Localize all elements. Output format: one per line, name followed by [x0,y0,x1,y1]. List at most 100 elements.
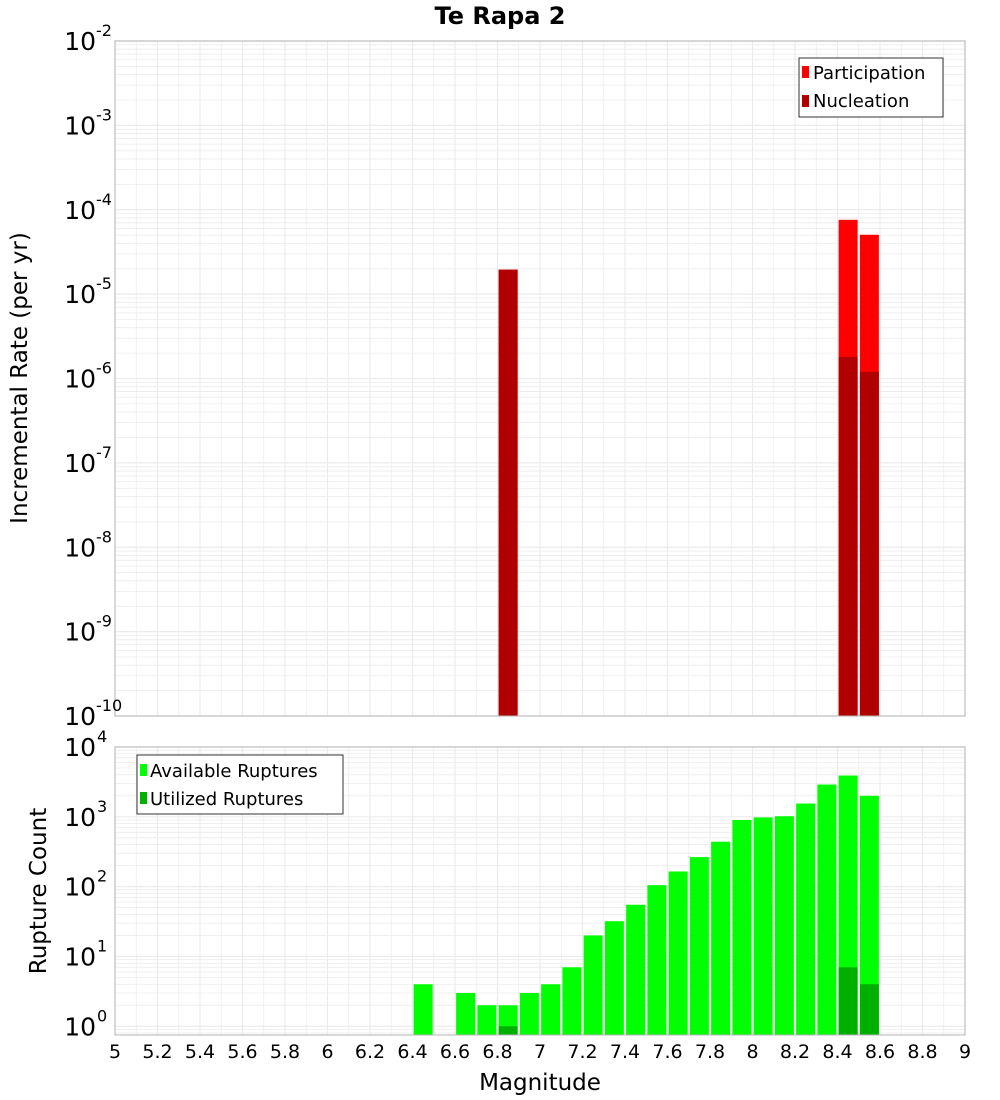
available-bar [647,885,667,1035]
available-bar [711,841,731,1035]
top-y-tick-exponent: -5 [96,274,112,293]
bottom-y-tick-base: 10 [64,873,96,902]
top-y-tick-base: 10 [64,280,96,309]
chart-title: Te Rapa 2 [435,2,566,30]
available-bar [477,1005,497,1035]
top-y-tick-exponent: -4 [96,190,112,209]
bottom-y-tick-exponent: 2 [97,867,107,886]
bottom-y-tick-base: 10 [64,942,96,971]
x-tick-label: 6.6 [440,1041,470,1063]
x-tick-label: 5.4 [185,1041,215,1063]
available-bar [604,921,624,1035]
nucleation-bar [838,356,858,716]
top-y-tick-base: 10 [64,111,96,140]
available-bar [519,992,539,1035]
bottom-y-axis-label: Rupture Count [26,808,52,974]
top-y-tick-exponent: -7 [96,443,112,462]
top-y-tick-exponent: -9 [96,612,112,631]
x-tick-label: 6.4 [397,1041,427,1063]
top-y-tick-base: 10 [64,365,96,394]
participation-legend-label: Participation [813,63,925,84]
available-legend-swatch [140,764,147,776]
nucleation-legend-label: Nucleation [813,91,909,112]
available-bar [774,816,794,1035]
x-tick-label: 7.4 [610,1041,640,1063]
x-tick-label: 5.6 [227,1041,257,1063]
x-tick-label: 6.8 [482,1041,512,1063]
x-tick-label: 7.6 [652,1041,682,1063]
bottom-bars [413,775,879,1035]
top-y-axis-label: Incremental Rate (per yr) [7,232,33,524]
bottom-y-tick-base: 10 [64,1012,96,1041]
bottom-plot-border [114,746,966,1036]
top-y-tick-base: 10 [64,702,96,731]
participation-legend-swatch [802,66,809,78]
top-legend-box [798,57,944,118]
x-tick-label: 7.8 [695,1041,725,1063]
utilized-legend-swatch [140,792,147,804]
available-bar [562,967,582,1035]
top-y-tick-exponent: -6 [96,359,112,378]
utilized-legend-label: Utilized Ruptures [150,789,303,810]
x-tick-label: 7 [534,1041,546,1063]
x-tick-label: 8.2 [780,1041,810,1063]
top-y-tick-exponent: -8 [96,527,112,546]
top-legend: Participation Nucleation [798,57,944,118]
x-tick-label: 5 [109,1041,121,1063]
available-bar [689,857,709,1035]
top-y-tick-base: 10 [64,533,96,562]
top-bars [498,219,879,717]
x-tick-label: 8.8 [907,1041,937,1063]
bottom-y-tick-base: 10 [64,803,96,832]
utilized-bar [859,984,879,1035]
available-bar [541,984,561,1035]
top-y-tick-exponent: -3 [96,105,112,124]
bottom-y-tick-exponent: 3 [97,797,107,816]
nucleation-legend-swatch [802,95,809,107]
top-y-tick-exponent: -2 [96,21,112,40]
x-tick-label: 6 [321,1041,333,1063]
x-tick-label: 8.4 [822,1041,852,1063]
x-tick-label: 8.6 [865,1041,895,1063]
bottom-y-tick-base: 10 [64,733,96,762]
x-tick-label: 5.8 [270,1041,300,1063]
x-tick-label: 6.2 [355,1041,385,1063]
bottom-y-tick-exponent: 4 [97,727,107,746]
top-y-tick-exponent: -10 [96,696,122,715]
available-bar [583,935,603,1035]
top-plot-border [114,40,966,717]
x-tick-label: 5.2 [142,1041,172,1063]
top-y-tick-base: 10 [64,449,96,478]
available-legend-label: Available Ruptures [150,761,318,782]
bottom-y-tick-exponent: 0 [97,1006,107,1025]
x-axis-label: Magnitude [479,1070,601,1096]
x-tick-label: 9 [959,1041,971,1063]
top-y-tick-base: 10 [64,618,96,647]
available-bar [626,904,646,1035]
available-bar [668,871,688,1035]
top-grid [114,40,966,717]
utilized-bar [838,967,858,1035]
x-tick-label: 8 [746,1041,758,1063]
available-bar [796,803,816,1035]
top-y-tick-base: 10 [64,27,96,56]
bottom-legend: Available Ruptures Utilized Ruptures [136,754,344,815]
bottom-y-tick-exponent: 1 [97,936,107,955]
top-y-tick-base: 10 [64,196,96,225]
bottom-legend-box [136,754,344,815]
nucleation-bar [498,269,518,716]
nucleation-bar [859,371,879,716]
available-bar [413,984,433,1035]
top-y-ticks: 10-210-310-410-510-610-710-810-910-10 [64,21,122,731]
x-ticks: 5 5.2 5.4 5.6 5.8 6 6.2 6.4 6.6 6.8 7 7.2 7.4 7.6 7.8 8… [109,1041,971,1063]
available-bar [859,795,879,1035]
available-bar [456,992,476,1035]
available-bar [753,817,773,1035]
x-tick-label: 7.2 [567,1041,597,1063]
available-bar [817,784,837,1035]
utilized-bar [498,1026,518,1035]
available-bar [732,820,752,1035]
